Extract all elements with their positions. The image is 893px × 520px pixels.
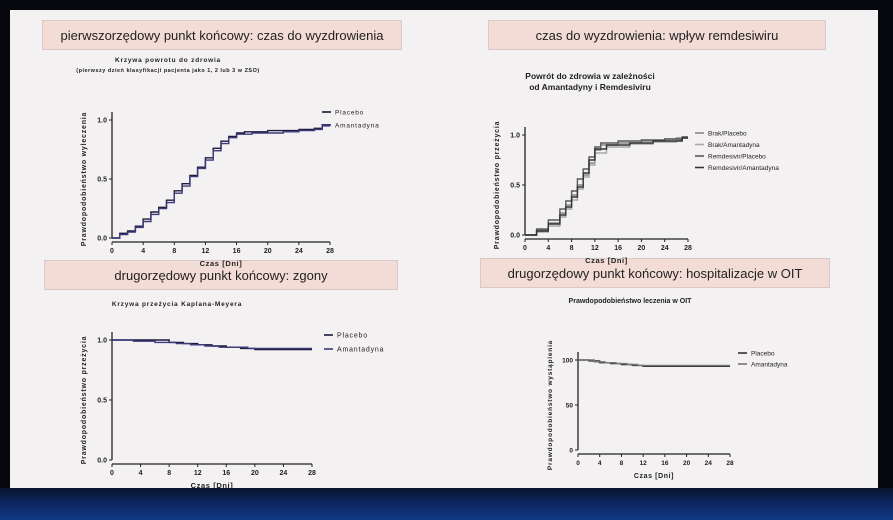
y-tick-label: 100 bbox=[562, 358, 573, 365]
y-tick-label: 1.0 bbox=[510, 133, 520, 140]
legend-label-1: Amantadyna bbox=[337, 347, 384, 354]
x-tick-label: 12 bbox=[194, 470, 202, 477]
y-axis-label: Prawdopodobieństwo wystąpienia bbox=[547, 340, 554, 470]
y-tick-label: 0.5 bbox=[510, 183, 520, 190]
legend-label-3: Remdesivir/Amantadyna bbox=[708, 165, 779, 172]
x-tick-label: 0 bbox=[110, 248, 114, 255]
x-tick-label: 20 bbox=[251, 470, 259, 477]
x-tick-label: 4 bbox=[139, 470, 143, 477]
x-axis-label: Czas [Dni] bbox=[585, 256, 628, 265]
y-tick-label: 1.0 bbox=[97, 338, 107, 345]
x-tick-label: 20 bbox=[683, 460, 691, 467]
x-tick-label: 28 bbox=[726, 460, 734, 467]
kaplan-meier-chart: Krzywa przeżycia Kaplana-Meyera 0 4 8 12 16 20… bbox=[81, 301, 384, 490]
series-line-1 bbox=[112, 125, 330, 239]
chart-title-line2: od Amantadyny i Remdesiviru bbox=[529, 82, 651, 92]
x-tick-label: 20 bbox=[638, 245, 646, 252]
y-tick-label: 0.0 bbox=[97, 236, 107, 243]
x-axis-label: Czas [Dni] bbox=[200, 259, 243, 268]
icu-probability-chart: Prawdopodobieństwo leczenia w OIT 0 4 8 12 16… bbox=[547, 298, 788, 480]
legend-label-1: Brak/Amantadyna bbox=[708, 142, 760, 149]
x-tick-label: 4 bbox=[598, 460, 602, 467]
y-tick-label: 0.5 bbox=[97, 398, 107, 405]
x-tick-label: 0 bbox=[523, 245, 527, 252]
y-axis-label: Prawdopodobieństwo przeżycia bbox=[81, 336, 88, 465]
y-tick-label: 0.0 bbox=[510, 233, 520, 240]
panel-header-deaths: drugorzędowy punkt końcowy: zgony bbox=[44, 260, 398, 290]
chart-subtitle: (pierwszy dzień klasyfikacji pacjenta ja… bbox=[76, 68, 259, 74]
x-tick-label: 16 bbox=[233, 248, 241, 255]
x-axis-label: Czas [Dni] bbox=[191, 481, 234, 490]
x-tick-label: 12 bbox=[591, 245, 599, 252]
x-tick-label: 0 bbox=[576, 460, 580, 467]
panel-header-remdesivir-effect: czas do wyzdrowienia: wpływ remdesiwiru bbox=[488, 20, 826, 50]
x-tick-label: 4 bbox=[141, 248, 145, 255]
y-tick-label: 50 bbox=[566, 403, 574, 410]
slide: pierwszorzędowy punkt końcowy: czas do w… bbox=[10, 10, 878, 490]
y-tick-label: 0 bbox=[569, 448, 573, 455]
recovery-curve-chart: Krzywa powrotu do zdrowia (pierwszy dzień… bbox=[76, 57, 380, 268]
legend-label-1: Amantadyna bbox=[751, 362, 788, 369]
series-line-2 bbox=[525, 136, 688, 236]
legend-label-0: Placebo bbox=[337, 333, 368, 340]
series-line-3 bbox=[525, 137, 688, 236]
x-tick-label: 28 bbox=[684, 245, 692, 252]
series-line-1 bbox=[525, 137, 688, 236]
screen-bezel bbox=[0, 488, 893, 520]
legend-label-1: Amantadyna bbox=[335, 123, 380, 130]
x-tick-label: 24 bbox=[705, 460, 713, 467]
y-axis-label: Prawdopodobieństwo przeżycia bbox=[494, 121, 501, 250]
x-tick-label: 8 bbox=[620, 460, 624, 467]
y-axis-label: Prawdopodobieństwo wyleczenia bbox=[81, 112, 88, 246]
x-tick-label: 8 bbox=[167, 470, 171, 477]
x-tick-label: 16 bbox=[614, 245, 622, 252]
legend-label-2: Remdesivir/Placebo bbox=[708, 154, 766, 161]
series-line-1 bbox=[578, 359, 730, 367]
x-tick-label: 12 bbox=[640, 460, 648, 467]
y-tick-label: 0.0 bbox=[97, 458, 107, 465]
x-tick-label: 24 bbox=[280, 470, 288, 477]
chart-title: Krzywa powrotu do zdrowia bbox=[115, 57, 221, 64]
x-tick-label: 4 bbox=[546, 245, 550, 252]
x-tick-label: 0 bbox=[110, 470, 114, 477]
x-tick-label: 8 bbox=[570, 245, 574, 252]
chart-title: Prawdopodobieństwo leczenia w OIT bbox=[569, 298, 693, 305]
series-line-1 bbox=[112, 339, 312, 350]
x-tick-label: 8 bbox=[172, 248, 176, 255]
x-tick-label: 16 bbox=[222, 470, 230, 477]
x-tick-label: 24 bbox=[661, 245, 669, 252]
panel-header-primary-endpoint: pierwszorzędowy punkt końcowy: czas do w… bbox=[42, 20, 402, 50]
x-axis-label: Czas [Dni] bbox=[634, 473, 674, 480]
legend-label-0: Placebo bbox=[335, 110, 364, 117]
x-tick-label: 16 bbox=[661, 460, 669, 467]
chart-title: Powrót do zdrowia w zależności bbox=[525, 71, 654, 81]
legend-label-0: Placebo bbox=[751, 351, 775, 358]
x-tick-label: 28 bbox=[308, 470, 316, 477]
x-tick-label: 12 bbox=[202, 248, 210, 255]
y-tick-label: 1.0 bbox=[97, 118, 107, 125]
legend-label-0: Brak/Placebo bbox=[708, 131, 747, 138]
x-tick-label: 20 bbox=[264, 248, 272, 255]
panel-header-icu: drugorzędowy punkt końcowy: hospitalizac… bbox=[480, 258, 830, 288]
chart-title: Krzywa przeżycia Kaplana-Meyera bbox=[112, 301, 242, 308]
y-tick-label: 0.5 bbox=[97, 177, 107, 184]
x-tick-label: 24 bbox=[295, 248, 303, 255]
x-tick-label: 28 bbox=[326, 248, 334, 255]
